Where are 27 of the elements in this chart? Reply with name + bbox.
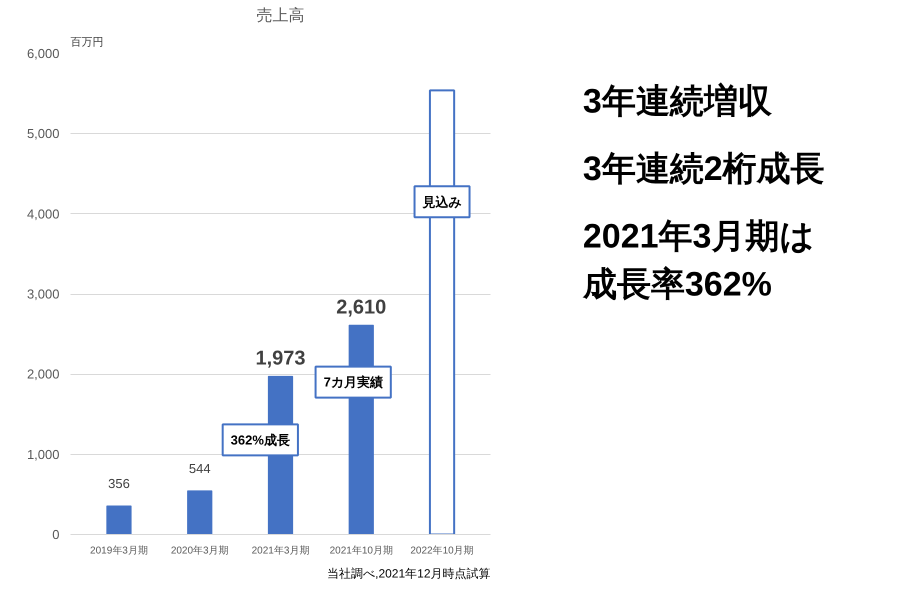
x-tick-label: 2021年3月期 — [252, 544, 310, 556]
text: 2021年3月期は成長率362% — [582, 217, 814, 304]
bar — [106, 505, 132, 534]
y-tick-label: 1,000 — [26, 446, 60, 462]
data-label: 2,610 — [336, 296, 386, 318]
y-axis-title: 百万円 — [70, 36, 104, 48]
annotation: 見込み — [422, 194, 462, 210]
x-tick-label: 2020年3月期 — [170, 544, 229, 556]
annotation: 362%成長 — [230, 432, 290, 448]
data-label: 356 — [108, 476, 130, 491]
y-tick-label: 2,000 — [26, 366, 60, 382]
chart-title: 売上高 — [256, 6, 304, 24]
text: 3年連続2桁成長 — [582, 150, 825, 188]
x-tick-label: 2019年3月期 — [90, 544, 148, 556]
x-tick-label: 2022年10月期 — [410, 544, 474, 556]
text: 当社調べ,2021年12月時点試算 — [327, 566, 491, 580]
y-tick-label: 6,000 — [26, 46, 60, 61]
bar — [187, 490, 212, 534]
text: 3年連続増収 — [582, 82, 773, 121]
y-tick-label: 4,000 — [26, 206, 60, 222]
data-label: 1,973 — [255, 347, 306, 370]
y-tick-label: 5,000 — [26, 126, 60, 142]
annotation: 7カ月実績 — [324, 374, 383, 390]
x-tick-label: 2021年10月期 — [330, 544, 393, 556]
data-label: 544 — [188, 460, 211, 476]
y-tick-label: 3,000 — [26, 286, 60, 302]
y-tick-label: 0 — [52, 527, 60, 542]
